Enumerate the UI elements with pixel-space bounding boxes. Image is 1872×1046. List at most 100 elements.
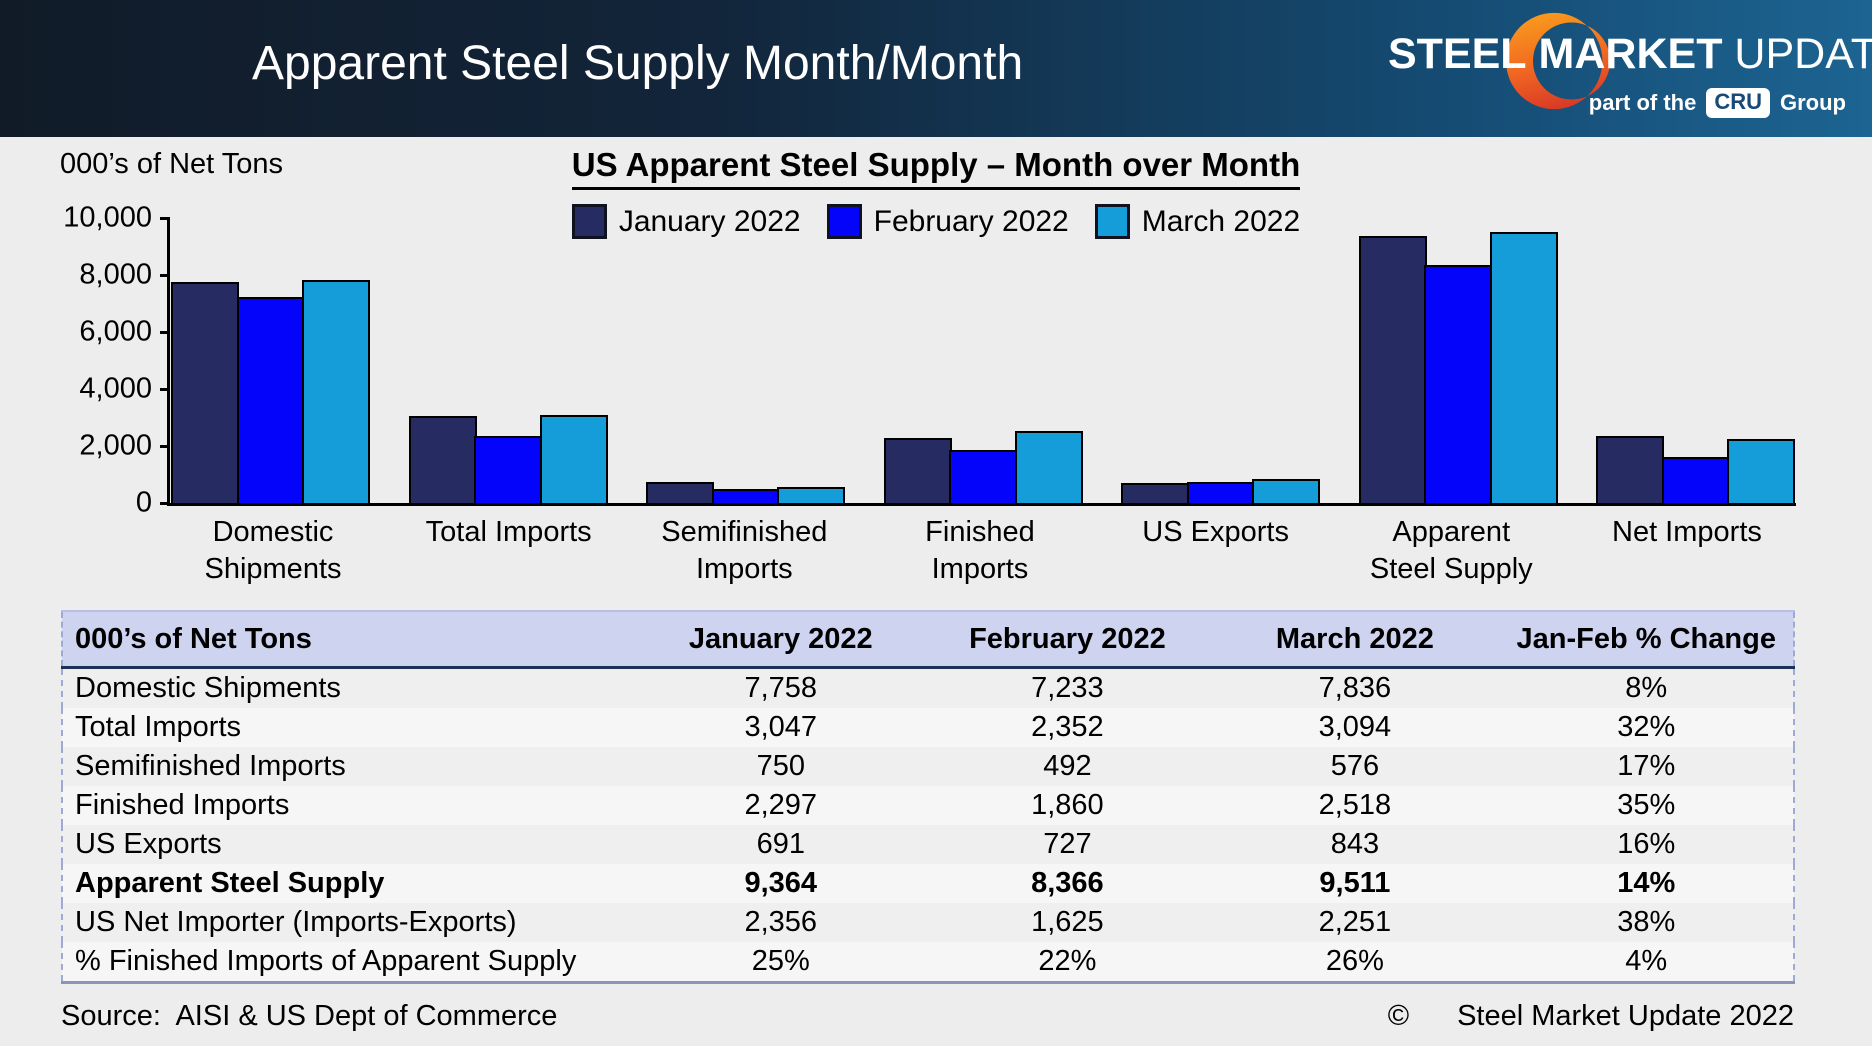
y-tick-mark: [160, 501, 170, 505]
x-axis-label: Total Imports: [425, 516, 592, 548]
row-label: % Finished Imports of Apparent Supply: [75, 945, 577, 977]
x-axis-label: Semifinished Imports: [661, 516, 828, 586]
steel-market-update-logo: STEEL MARKET UPDATE part of the CRU Grou…: [1388, 8, 1872, 128]
row-label: US Exports: [75, 828, 222, 860]
table-header-cell: Jan-Feb % Change: [1499, 611, 1794, 669]
page-title: Apparent Steel Supply Month/Month: [252, 37, 1024, 90]
table-cell: 2,352: [1031, 711, 1104, 743]
table-row: Domestic Shipments 7,758 7,233 7,836 8%: [62, 667, 1794, 708]
bar-group: [1121, 479, 1320, 503]
table-cell: 727: [1043, 828, 1092, 860]
logo-tagline: part of the CRU Group: [1589, 88, 1846, 118]
logo-word-market: MARKET: [1538, 30, 1723, 78]
x-axis-label: Finished Imports: [925, 516, 1035, 586]
legend-item: February 2022: [826, 204, 1069, 239]
bar: [646, 482, 714, 503]
table-cell: 8%: [1625, 672, 1668, 704]
bar-group: [408, 415, 608, 503]
tagline-suffix: Group: [1780, 90, 1846, 115]
chart-title: US Apparent Steel Supply – Month over Mo…: [0, 146, 1872, 190]
bar: [883, 438, 952, 503]
table-header-cell: 000’s of Net Tons: [62, 611, 638, 669]
table-cell: 7,233: [1031, 672, 1104, 704]
bar: [1358, 236, 1427, 503]
table-cell: 9,511: [1319, 867, 1391, 899]
x-axis-label: US Exports: [1142, 516, 1289, 548]
legend-swatch-icon: [1094, 204, 1130, 239]
row-label: US Net Importer (Imports-Exports): [75, 906, 517, 938]
bar-group: [1358, 232, 1558, 503]
bar: [1252, 479, 1320, 503]
y-tick-label: 6,000: [79, 315, 152, 348]
tagline-prefix: part of the: [1588, 90, 1697, 115]
crescent-moon-icon: [1506, 12, 1611, 110]
copyright: © Steel Market Update 2022: [1388, 1000, 1794, 1033]
bar: [1186, 482, 1255, 503]
table-cell: 38%: [1617, 906, 1676, 938]
table-cell: 9,364: [744, 867, 818, 899]
legend-swatch-icon: [826, 204, 862, 239]
chart-legend: January 2022 February 2022 March 2022: [0, 204, 1872, 239]
table-cell: 691: [756, 828, 805, 860]
source-text: Source: AISI & US Dept of Commerce: [61, 1000, 558, 1032]
bar: [1014, 431, 1083, 503]
bar: [539, 415, 608, 503]
y-tick-mark: [160, 444, 170, 448]
bar: [1727, 439, 1795, 503]
bar: [1424, 265, 1492, 503]
legend-label: February 2022: [873, 204, 1069, 238]
bar: [1661, 457, 1730, 503]
bar: [1121, 483, 1189, 503]
y-tick-mark: [160, 273, 170, 277]
bar: [302, 280, 370, 503]
table-row: US Exports 691 727 843 16%: [62, 825, 1794, 864]
table-row: US Net Importer (Imports-Exports) 2,356 1,…: [62, 903, 1794, 942]
logo-word-steel: STEEL: [1388, 30, 1527, 78]
row-label: Apparent Steel Supply: [75, 867, 385, 899]
table-row: Semifinished Imports 750 492 576 17%: [62, 747, 1794, 786]
legend-label: March 2022: [1141, 204, 1301, 238]
bar: [949, 450, 1017, 503]
table-cell: 35%: [1617, 789, 1676, 821]
copyright-text: Steel Market Update 2022: [1457, 1000, 1794, 1032]
data-table: 000’s of Net Tons January 2022 February 20…: [61, 610, 1795, 984]
y-tick-mark: [160, 330, 170, 334]
table-cell: 7,836: [1318, 672, 1392, 704]
plot-area: 0 2,000 4,000 6,000 8,000 10,000: [63, 202, 1796, 519]
table-body: Domestic Shipments 7,758 7,233 7,836 8% Total…: [62, 667, 1794, 983]
legend-label: January 2022: [618, 204, 801, 238]
bar-group: [646, 482, 845, 503]
table-header-cell: February 2022: [924, 611, 1211, 669]
bar: [777, 487, 845, 503]
table-row: Apparent Steel Supply 9,364 8,366 9,511 14%: [62, 864, 1794, 903]
y-axis-units-label: 000’s of Net Tons: [60, 148, 284, 180]
table-cell: 7,758: [744, 672, 818, 704]
bar: [408, 416, 477, 503]
x-axis-label: Domestic Shipments: [204, 516, 342, 586]
bar: [236, 297, 305, 503]
table-row: Finished Imports 2,297 1,860 2,518 35%: [62, 786, 1794, 825]
table-cell: 25%: [751, 945, 810, 977]
table-cell: 750: [756, 750, 805, 782]
legend-item: March 2022: [1094, 204, 1301, 239]
table-row: Total Imports 3,047 2,352 3,094 32%: [62, 708, 1794, 747]
table-header-row: 000’s of Net Tons January 2022 February 20…: [62, 611, 1794, 669]
table-cell: 22%: [1038, 945, 1097, 977]
y-tick-label: 2,000: [79, 429, 152, 462]
row-label: Domestic Shipments: [75, 672, 341, 704]
table-cell: 8,366: [1031, 867, 1104, 899]
row-label: Semifinished Imports: [75, 750, 346, 782]
table-cell: 492: [1043, 750, 1092, 782]
table-cell: 17%: [1617, 750, 1676, 782]
table-cell: 2,518: [1318, 789, 1392, 821]
table-cell: 3,047: [744, 711, 818, 743]
bar: [171, 282, 239, 503]
y-tick-label: 4,000: [79, 372, 152, 405]
table-cell: 32%: [1617, 711, 1676, 743]
x-axis-label: Apparent Steel Supply: [1369, 516, 1533, 586]
bar: [1489, 232, 1558, 503]
y-tick-label: 10,000: [63, 201, 152, 234]
footer: Source: AISI & US Dept of Commerce © Ste…: [61, 1000, 1794, 1033]
table-cell: 16%: [1617, 828, 1676, 860]
legend-swatch-icon: [571, 204, 607, 239]
